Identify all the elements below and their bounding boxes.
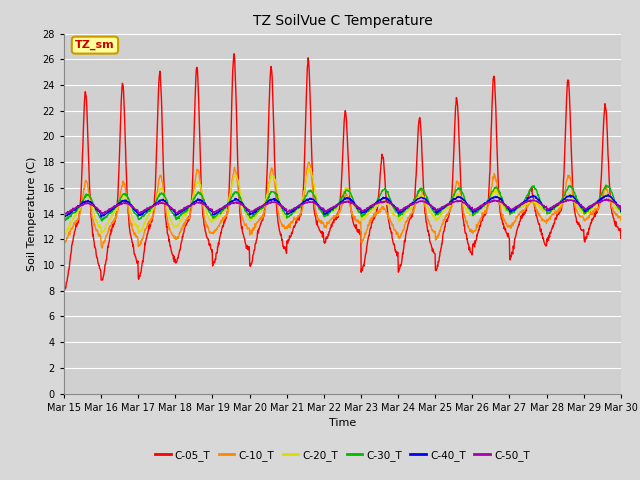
Text: TZ_sm: TZ_sm	[75, 40, 115, 50]
Title: TZ SoilVue C Temperature: TZ SoilVue C Temperature	[253, 14, 432, 28]
X-axis label: Time: Time	[329, 418, 356, 428]
Y-axis label: Soil Temperature (C): Soil Temperature (C)	[27, 156, 37, 271]
Legend: C-05_T, C-10_T, C-20_T, C-30_T, C-40_T, C-50_T: C-05_T, C-10_T, C-20_T, C-30_T, C-40_T, …	[151, 445, 534, 465]
